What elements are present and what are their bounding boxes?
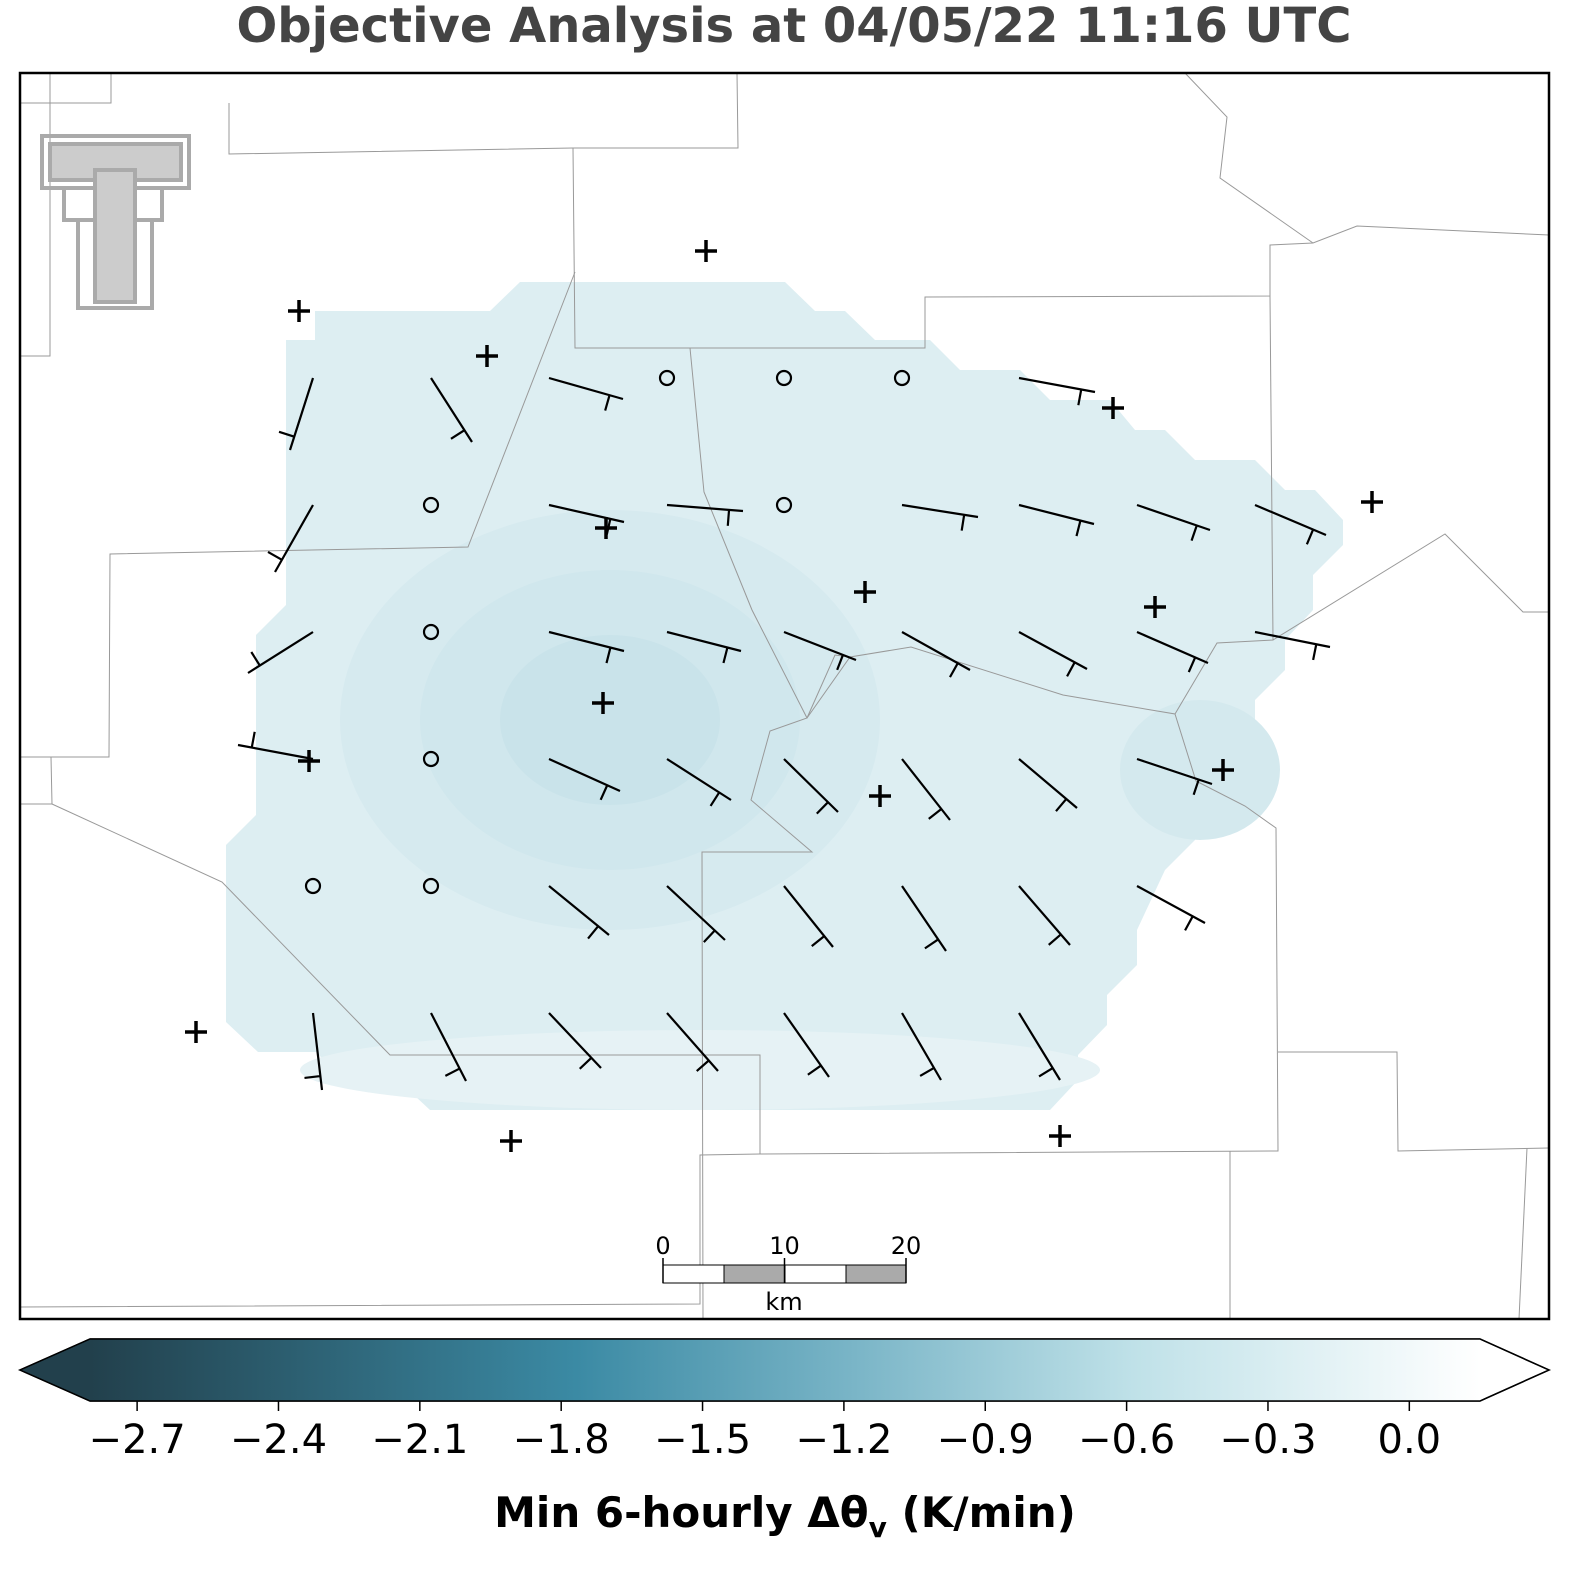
wind-barb <box>247 631 314 674</box>
station-plus <box>1212 759 1234 781</box>
wind-barb <box>666 758 732 807</box>
colorbar-tick-label: −2.1 <box>371 1417 468 1463</box>
title: Objective Analysis at 04/05/22 11:16 UTC <box>237 0 1352 54</box>
station-plus <box>695 240 717 262</box>
wind-barb <box>304 1012 324 1091</box>
wind-barb <box>901 503 979 531</box>
colorbar-label: Min 6-hourly Δθv (K/min) <box>494 1488 1076 1544</box>
wind-barb <box>548 630 625 664</box>
wind-barb <box>1018 503 1095 537</box>
contour-band <box>300 1030 1100 1110</box>
label-sub: v <box>869 1511 887 1544</box>
station-plus <box>1049 1125 1071 1147</box>
wind-barb <box>1018 758 1078 812</box>
station-plus <box>592 692 614 714</box>
wind-barb <box>430 377 473 443</box>
station-plus <box>500 1130 522 1152</box>
contour-band <box>500 635 720 805</box>
calm-station <box>422 496 440 514</box>
scale-tick-label: 0 <box>655 1232 670 1260</box>
scale-bar: 0 10 20 <box>655 1232 921 1283</box>
calm-station <box>775 496 793 514</box>
wind-barb <box>548 1012 602 1070</box>
station-plus <box>298 750 320 772</box>
station-plus <box>854 581 876 603</box>
label-unit: (K/min) <box>887 1488 1076 1537</box>
colorbar-tick-label: 0.0 <box>1378 1417 1442 1463</box>
station-plus <box>288 300 310 322</box>
calm-station <box>893 369 911 387</box>
wind-barb <box>430 1012 467 1082</box>
colorbar-border <box>18 1338 1551 1402</box>
wind-barb <box>1136 885 1206 931</box>
wind-barb <box>1018 885 1071 946</box>
map-area: 0 10 20 km <box>20 73 1549 1319</box>
wind-barb <box>1254 503 1327 545</box>
scale-unit: km <box>765 1288 802 1316</box>
wind-barb <box>548 885 610 940</box>
wind-barbs <box>237 376 1331 1091</box>
colorbar-tick-label: −0.6 <box>1078 1417 1175 1463</box>
station-plus <box>1102 397 1124 419</box>
scale-segment <box>784 1264 847 1284</box>
wind-barb <box>783 630 857 671</box>
wind-barb <box>666 630 742 664</box>
wind-barb <box>267 504 314 573</box>
wind-barb <box>1136 757 1213 796</box>
scale-segment <box>723 1264 786 1284</box>
colorbar <box>90 1339 1480 1401</box>
station-plus <box>595 517 617 539</box>
station-plus <box>1361 491 1383 513</box>
wind-barb <box>1018 1012 1061 1081</box>
colorbar-tick-label: −0.3 <box>1219 1417 1316 1463</box>
scale-segment <box>845 1264 907 1284</box>
colorbar-tick-label: −2.4 <box>230 1417 327 1463</box>
wind-barb <box>1254 630 1331 661</box>
wind-barb <box>666 1012 719 1072</box>
wind-barb <box>1018 376 1096 406</box>
scale-tick-label: 10 <box>769 1232 800 1260</box>
station-plus <box>185 1021 207 1043</box>
wind-barb <box>901 631 971 678</box>
wind-barb <box>237 731 314 761</box>
colorbar-extend-low <box>20 1339 90 1401</box>
wind-barb <box>783 885 834 948</box>
wind-barb <box>1018 631 1088 677</box>
calm-station <box>422 877 440 895</box>
label-main: Min 6-hourly Δθ <box>494 1488 869 1537</box>
calm-station <box>422 623 440 641</box>
wind-barb <box>548 376 624 411</box>
wind-barb <box>548 757 621 801</box>
colorbar-tick-label: −1.2 <box>795 1417 892 1463</box>
wind-barb <box>278 377 315 451</box>
calm-station <box>422 750 440 768</box>
wind-barb <box>666 503 744 526</box>
colorbar-tick-label: −1.8 <box>513 1417 610 1463</box>
calm-station <box>775 369 793 387</box>
colorbar-tick-label: −2.7 <box>89 1417 186 1463</box>
wind-barb <box>901 885 947 952</box>
wind-barb <box>1136 630 1209 673</box>
wind-barb <box>901 758 951 821</box>
contour-band <box>1120 700 1280 840</box>
colorbar-tick-label: −1.5 <box>654 1417 751 1463</box>
colorbar-ticks: −2.7 −2.4 −2.1 −1.8 −1.5 −1.2 −0.9 −0.6 −0.3 0.0 <box>89 1401 1442 1463</box>
wind-barb <box>783 758 839 815</box>
wind-barb <box>666 885 726 943</box>
station-markers <box>185 240 1383 1152</box>
map-frame <box>18 71 1551 1321</box>
station-plus <box>476 345 498 367</box>
station-plus <box>869 785 891 807</box>
wind-barb <box>1136 503 1211 541</box>
colorbar-tick-label: −0.9 <box>937 1417 1034 1463</box>
calm-station <box>658 369 676 387</box>
station-plus <box>1144 596 1166 618</box>
scale-tick-label: 20 <box>891 1232 922 1260</box>
scale-segment <box>662 1264 725 1284</box>
logo <box>40 134 191 310</box>
wind-barb <box>783 1012 830 1078</box>
wind-barb <box>901 1012 942 1081</box>
calm-station <box>304 877 322 895</box>
